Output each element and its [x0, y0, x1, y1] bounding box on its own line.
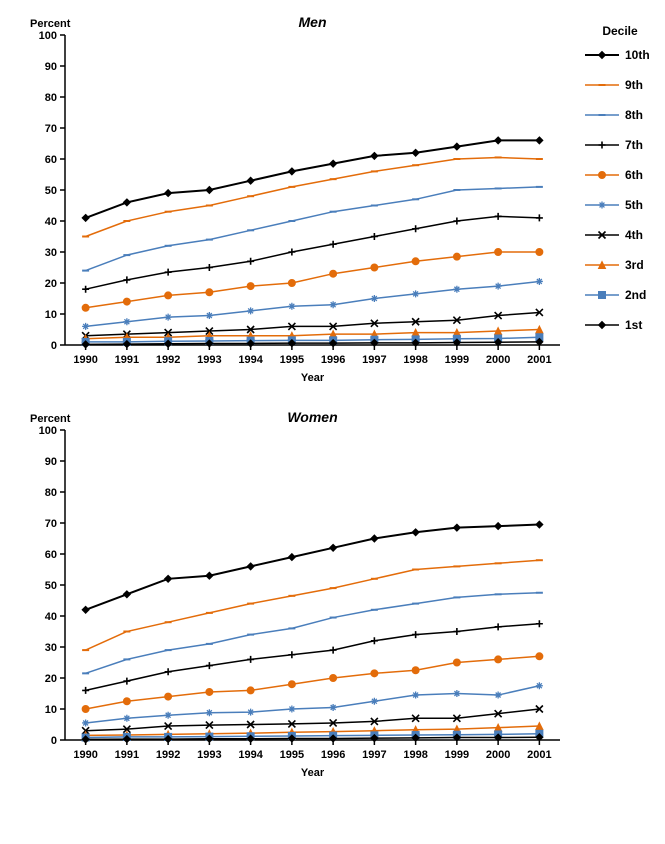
x-tick-label: 2001: [527, 354, 551, 366]
x-tick-label: 1996: [321, 354, 345, 366]
x-tick-label: 1999: [445, 749, 469, 761]
x-tick-label: 1995: [280, 354, 304, 366]
y-tick-label: 0: [51, 340, 57, 352]
x-tick-label: 1992: [156, 354, 180, 366]
y-tick-label: 80: [45, 487, 57, 499]
y-tick-label: 10: [45, 309, 57, 321]
y-tick-label: 30: [45, 247, 57, 259]
x-tick-label: 1990: [73, 354, 97, 366]
y-tick-label: 90: [45, 61, 57, 73]
y-tick-label: 20: [45, 673, 57, 685]
legend-item-1st: 1st: [585, 318, 642, 332]
y-tick-label: 20: [45, 278, 57, 290]
x-tick-label: 1999: [445, 354, 469, 366]
series-6th: [82, 653, 543, 713]
y-tick-label: 10: [45, 704, 57, 716]
legend-label: 4th: [625, 228, 643, 242]
x-tick-label: 1991: [115, 749, 139, 761]
y-tick-label: 60: [45, 549, 57, 561]
series-4th: [82, 706, 543, 735]
legend-item-8th: 8th: [585, 108, 643, 122]
series-7th: [82, 620, 543, 694]
y-tick-label: 0: [51, 735, 57, 747]
x-tick-label: 1997: [362, 354, 386, 366]
y-tick-label: 100: [39, 425, 57, 437]
legend-label: 2nd: [625, 288, 646, 302]
y-tick-label: 30: [45, 642, 57, 654]
panel-title-men: Men: [299, 14, 327, 30]
legend-item-5th: 5th: [585, 198, 643, 212]
y-axis-label: Percent: [30, 413, 71, 425]
legend-label: 8th: [625, 108, 643, 122]
legend-label: 10th: [625, 48, 650, 62]
x-tick-label: 1991: [115, 354, 139, 366]
y-tick-label: 50: [45, 580, 57, 592]
legend-label: 1st: [625, 318, 642, 332]
y-tick-label: 60: [45, 154, 57, 166]
x-tick-label: 1990: [73, 749, 97, 761]
legend-label: 9th: [625, 78, 643, 92]
y-tick-label: 70: [45, 518, 57, 530]
x-axis-label: Year: [301, 767, 325, 779]
x-tick-label: 1994: [238, 354, 263, 366]
x-tick-label: 1992: [156, 749, 180, 761]
x-tick-label: 2000: [486, 354, 510, 366]
panel-title-women: Women: [287, 409, 337, 425]
legend-label: 5th: [625, 198, 643, 212]
series-7th: [82, 213, 543, 293]
x-axis-label: Year: [301, 372, 325, 384]
legend-item-2nd: 2nd: [585, 288, 646, 302]
series-5th: [82, 278, 543, 330]
series-10th: [82, 521, 543, 613]
x-tick-label: 1998: [403, 749, 427, 761]
series-8th: [82, 187, 543, 271]
series-5th: [82, 682, 543, 726]
x-tick-label: 2000: [486, 749, 510, 761]
y-axis-label: Percent: [30, 18, 71, 30]
legend-item-9th: 9th: [585, 78, 643, 92]
legend-item-10th: 10th: [585, 48, 650, 62]
series-9th: [82, 560, 543, 650]
x-tick-label: 1995: [280, 749, 304, 761]
legend-item-6th: 6th: [585, 168, 643, 182]
x-tick-label: 1996: [321, 749, 345, 761]
legend-label: 3rd: [625, 258, 644, 272]
y-tick-label: 70: [45, 123, 57, 135]
y-tick-label: 90: [45, 456, 57, 468]
legend-item-3rd: 3rd: [585, 258, 644, 272]
x-tick-label: 1998: [403, 354, 427, 366]
series-10th: [82, 137, 543, 222]
y-tick-label: 50: [45, 185, 57, 197]
legend-title: Decile: [602, 24, 638, 38]
x-tick-label: 1997: [362, 749, 386, 761]
legend: Decile 10th 9th 8th 7th 6th 5th 4th 3rd 2nd 1st: [585, 24, 650, 332]
y-tick-label: 40: [45, 611, 57, 623]
y-tick-label: 40: [45, 216, 57, 228]
x-tick-label: 1993: [197, 354, 221, 366]
decile-line-charts: MenPercent010203040506070809010019901991…: [10, 10, 665, 829]
x-tick-label: 2001: [527, 749, 551, 761]
legend-label: 6th: [625, 168, 643, 182]
series-6th: [82, 249, 543, 312]
x-tick-label: 1994: [238, 749, 263, 761]
legend-item-4th: 4th: [585, 228, 643, 242]
y-tick-label: 100: [39, 30, 57, 42]
legend-item-7th: 7th: [585, 138, 643, 152]
x-tick-label: 1993: [197, 749, 221, 761]
legend-label: 7th: [625, 138, 643, 152]
y-tick-label: 80: [45, 92, 57, 104]
